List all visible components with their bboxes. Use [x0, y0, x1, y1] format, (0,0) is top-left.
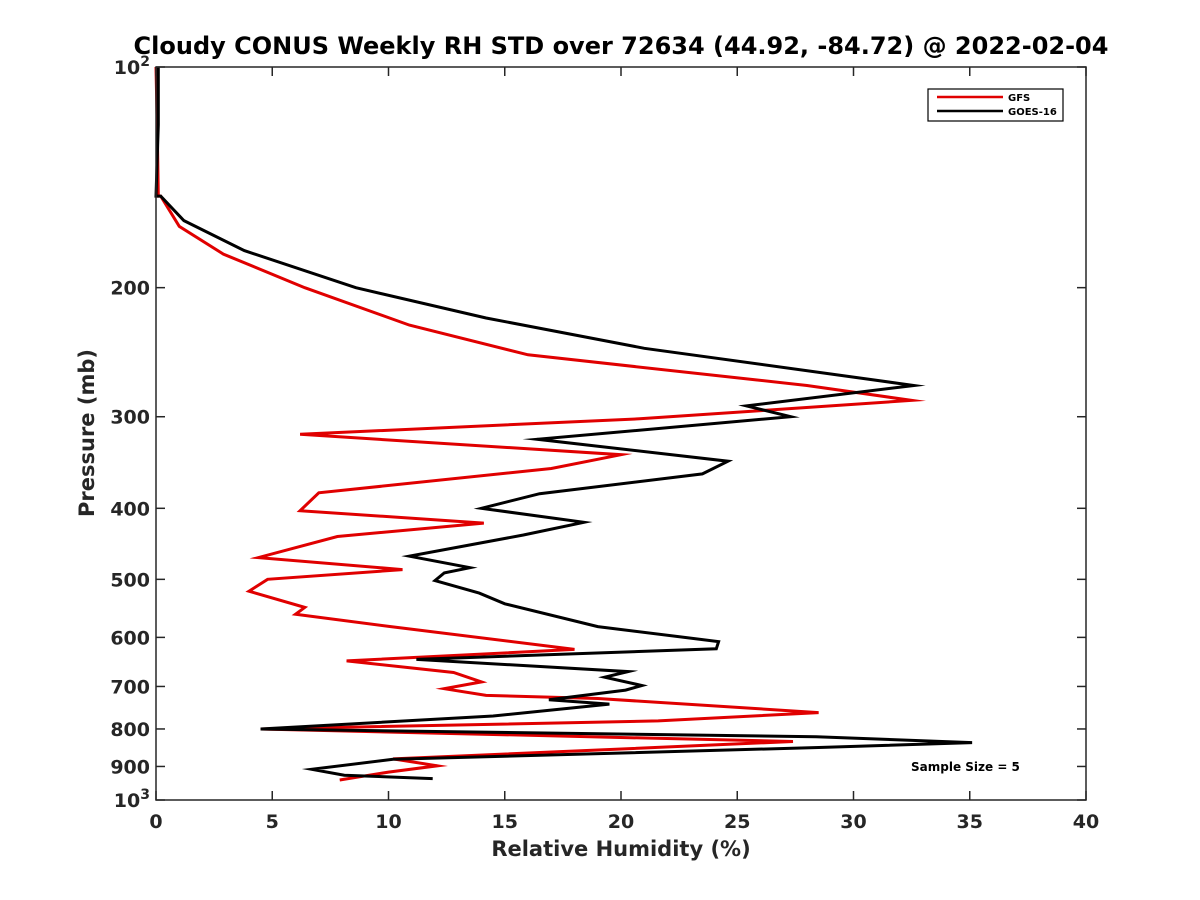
x-tick-label: 10: [375, 811, 401, 833]
x-tick-label: 35: [957, 811, 983, 833]
series-line-goes-16: [154, 67, 973, 781]
y-axis-label: Pressure (mb): [75, 349, 99, 517]
x-tick-label: 0: [149, 811, 162, 833]
x-tick-label: 40: [1073, 811, 1099, 833]
series-line-gfs: [154, 66, 926, 782]
x-tick-label: 20: [608, 811, 634, 833]
sample-size-annotation: Sample Size = 5: [911, 760, 1020, 774]
legend-items: GFS GOES-16: [937, 93, 1057, 118]
chart-title: Cloudy CONUS Weekly RH STD over 72634 (4…: [134, 32, 1109, 60]
y-tick-label: 200: [110, 278, 150, 300]
y-tick-label: 500: [110, 569, 150, 591]
y-tick-label: 800: [110, 719, 150, 741]
y-tick-label: 103: [114, 787, 150, 812]
series-layer: [154, 66, 973, 782]
x-axis-label: Relative Humidity (%): [491, 837, 750, 861]
x-tick-label: 25: [724, 811, 750, 833]
x-axis: 0 5 10 15 20 25 30 35 40: [149, 67, 1099, 833]
y-tick-label: 700: [110, 676, 150, 698]
legend: GFS GOES-16: [927, 88, 1064, 122]
y-tick-label: 900: [110, 756, 150, 778]
y-tick-label: 600: [110, 627, 150, 649]
y-tick-label: 400: [110, 498, 150, 520]
x-tick-label: 30: [840, 811, 866, 833]
y-tick-label: 102: [114, 54, 150, 79]
legend-label: GFS: [1008, 93, 1030, 104]
y-tick-label: 300: [110, 407, 150, 429]
legend-label: GOES-16: [1008, 107, 1057, 118]
x-tick-label: 5: [266, 811, 279, 833]
y-axis: 102 200 300 400 500 600 700 800 900 103: [110, 54, 1086, 812]
legend-box: [927, 88, 1064, 122]
x-tick-label: 15: [492, 811, 518, 833]
